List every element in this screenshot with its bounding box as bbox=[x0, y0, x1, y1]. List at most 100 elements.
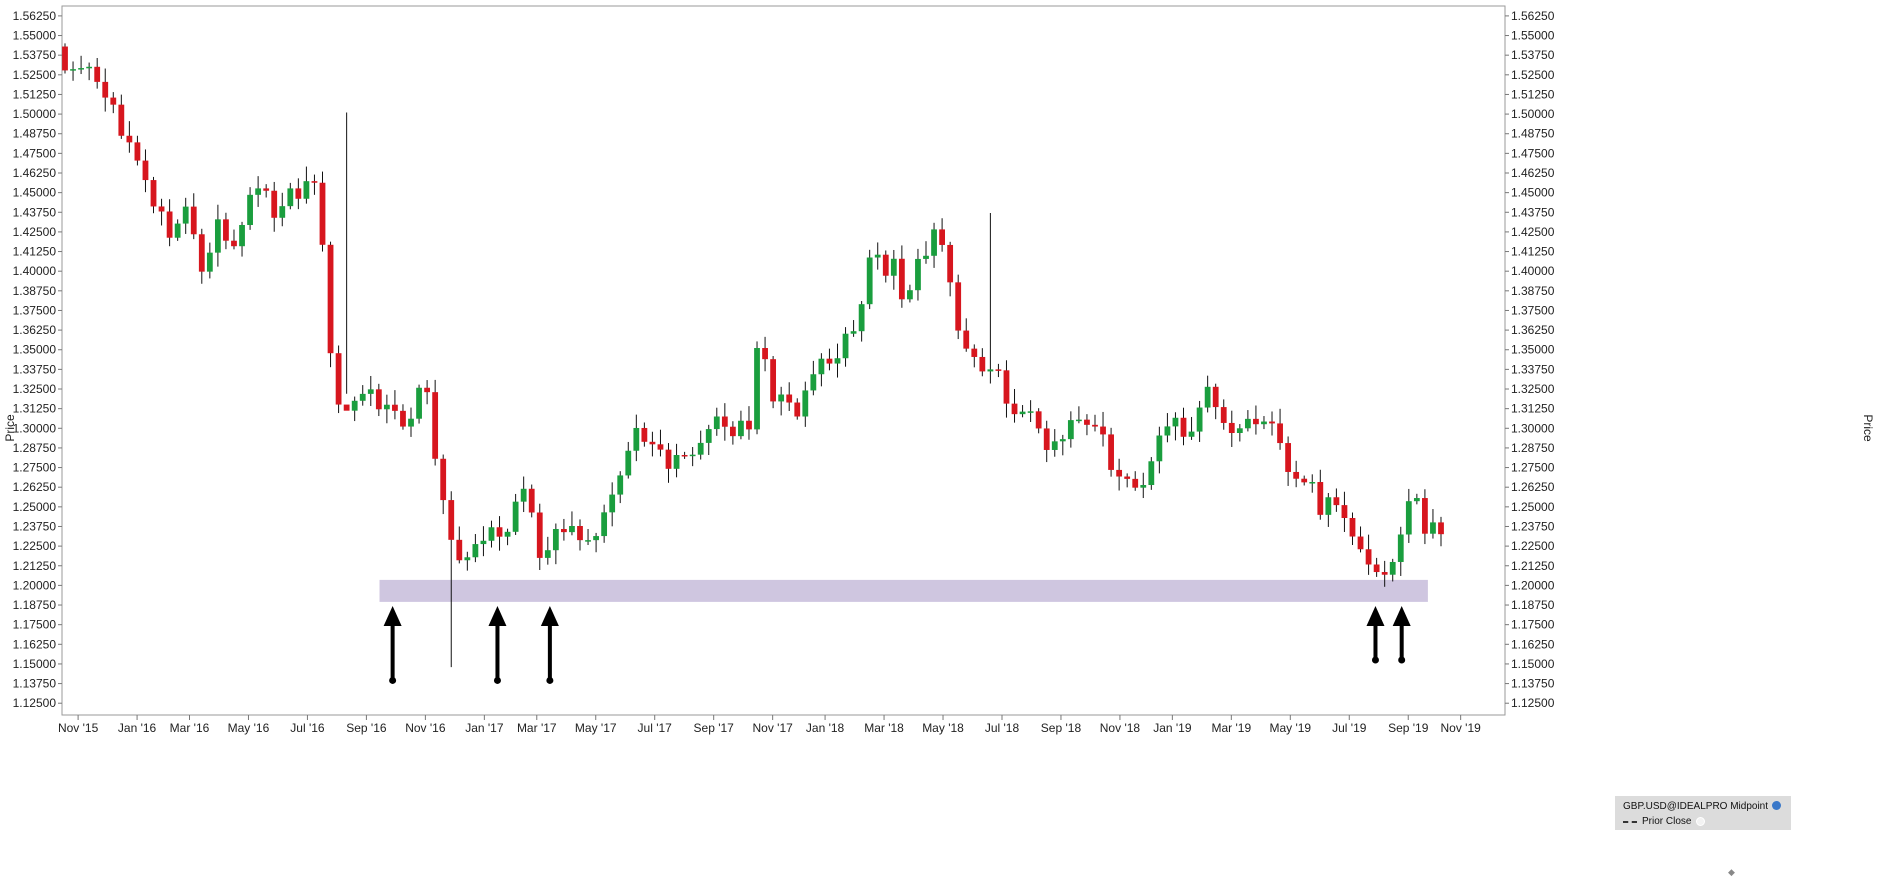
candle-body bbox=[979, 356, 986, 372]
y-tick-label-left: 1.31250 bbox=[13, 402, 57, 416]
candle-body bbox=[1405, 501, 1412, 535]
candle-body bbox=[223, 219, 229, 241]
candle-body bbox=[1067, 420, 1074, 440]
candle-body bbox=[1027, 411, 1034, 413]
candle-body bbox=[182, 206, 189, 224]
candle-body bbox=[536, 512, 543, 558]
candle-body bbox=[665, 449, 672, 469]
y-tick-label-left: 1.40000 bbox=[13, 264, 57, 278]
candle-body bbox=[705, 429, 712, 443]
y-tick-label-right: 1.20000 bbox=[1511, 578, 1555, 592]
y-tick-label-right: 1.22500 bbox=[1511, 539, 1555, 553]
candle-body bbox=[1148, 461, 1155, 486]
candle-body bbox=[126, 135, 133, 143]
candle-body bbox=[1196, 407, 1203, 432]
y-tick-label-left: 1.27500 bbox=[13, 461, 57, 475]
y-tick-label-right: 1.51250 bbox=[1511, 87, 1555, 101]
candle-body bbox=[1293, 471, 1300, 479]
candle-body bbox=[464, 557, 471, 561]
y-tick-label-right: 1.15000 bbox=[1511, 657, 1555, 671]
scroll-right-icon[interactable]: ◆ bbox=[1728, 867, 1735, 877]
candle-body bbox=[70, 69, 76, 71]
y-tick-label-left: 1.42500 bbox=[13, 225, 57, 239]
support-arrow-tail-dot bbox=[1398, 656, 1406, 664]
candle-body bbox=[963, 330, 970, 349]
y-tick-label-right: 1.31250 bbox=[1511, 402, 1555, 416]
y-tick-label-left: 1.15000 bbox=[13, 657, 57, 671]
dashed-line-swatch-icon bbox=[1623, 820, 1637, 823]
toggle-ring-icon[interactable] bbox=[1696, 817, 1706, 826]
y-tick-label-left: 1.32500 bbox=[13, 382, 57, 396]
candle-body bbox=[1349, 517, 1356, 537]
candle-body bbox=[947, 244, 954, 283]
candle-body bbox=[1180, 417, 1187, 437]
candle-body bbox=[295, 188, 302, 199]
candle-body bbox=[778, 394, 785, 402]
y-axis-label-right: Price bbox=[1861, 414, 1875, 442]
legend: GBP.USD@IDEALPRO Midpoint Prior Close bbox=[1615, 796, 1791, 830]
candle-body bbox=[408, 418, 414, 427]
candle-body bbox=[239, 224, 245, 247]
y-tick-label-left: 1.37500 bbox=[13, 303, 57, 317]
support-arrow-tail-dot bbox=[389, 676, 397, 684]
legend-prior-close-row: Prior Close bbox=[1623, 816, 1706, 827]
support-zone bbox=[379, 579, 1428, 602]
y-tick-label-right: 1.28750 bbox=[1511, 441, 1555, 455]
candle-body bbox=[1285, 443, 1292, 472]
candle-body bbox=[1140, 485, 1147, 488]
candle-body bbox=[271, 190, 278, 218]
y-tick-label-right: 1.53750 bbox=[1511, 48, 1555, 62]
candle-body bbox=[826, 358, 833, 364]
candle-body bbox=[955, 282, 962, 331]
candle-body bbox=[585, 540, 591, 542]
y-tick-label-left: 1.21250 bbox=[13, 559, 57, 573]
candle-body bbox=[351, 400, 358, 411]
candle-body bbox=[898, 258, 905, 300]
candle-body bbox=[94, 66, 101, 82]
x-tick-label: Mar '18 bbox=[864, 721, 904, 735]
x-tick-label: May '17 bbox=[575, 721, 617, 735]
candle-body bbox=[746, 420, 752, 430]
candle-body bbox=[496, 527, 503, 537]
y-tick-label-right: 1.13750 bbox=[1511, 677, 1555, 691]
y-tick-label-left: 1.16250 bbox=[13, 637, 57, 651]
candle-body bbox=[1277, 423, 1283, 444]
y-tick-label-right: 1.47500 bbox=[1511, 146, 1555, 160]
x-tick-label: Nov '15 bbox=[58, 721, 99, 735]
x-tick-label: May '16 bbox=[228, 721, 270, 735]
candle-body bbox=[818, 358, 825, 375]
candle-body bbox=[174, 223, 181, 238]
candle-body bbox=[319, 182, 326, 245]
x-tick-label: Jan '17 bbox=[465, 721, 504, 735]
candle-body bbox=[1092, 424, 1098, 427]
candle-body bbox=[609, 494, 616, 513]
y-tick-label-right: 1.45000 bbox=[1511, 186, 1555, 200]
y-tick-label-right: 1.42500 bbox=[1511, 225, 1555, 239]
x-tick-label: Mar '17 bbox=[517, 721, 557, 735]
candle-body bbox=[858, 304, 865, 332]
y-tick-label-right: 1.43750 bbox=[1511, 205, 1555, 219]
candle-body bbox=[528, 488, 535, 513]
candle-body bbox=[552, 528, 559, 551]
y-tick-label-right: 1.52500 bbox=[1511, 68, 1555, 82]
candle-body bbox=[794, 402, 801, 417]
x-tick-label: Mar '16 bbox=[170, 721, 210, 735]
x-tick-label: Mar '19 bbox=[1212, 721, 1252, 735]
x-tick-label: Jul '16 bbox=[290, 721, 325, 735]
candle-body bbox=[231, 240, 237, 247]
y-tick-label-right: 1.40000 bbox=[1511, 264, 1555, 278]
candle-body bbox=[343, 404, 350, 411]
candle-body bbox=[190, 206, 197, 235]
x-tick-label: Jul '17 bbox=[638, 721, 673, 735]
candle-body bbox=[150, 180, 157, 207]
y-tick-label-left: 1.41250 bbox=[13, 245, 57, 259]
candle-body bbox=[383, 404, 390, 410]
candle-body bbox=[1035, 411, 1042, 429]
y-tick-label-right: 1.25000 bbox=[1511, 500, 1555, 514]
candle-body bbox=[367, 389, 374, 394]
globe-icon[interactable] bbox=[1772, 801, 1782, 810]
y-tick-label-left: 1.33750 bbox=[13, 362, 57, 376]
legend-instrument-label: GBP.USD@IDEALPRO Midpoint bbox=[1623, 801, 1769, 812]
y-tick-label-right: 1.27500 bbox=[1511, 461, 1555, 475]
candle-body bbox=[287, 188, 294, 207]
